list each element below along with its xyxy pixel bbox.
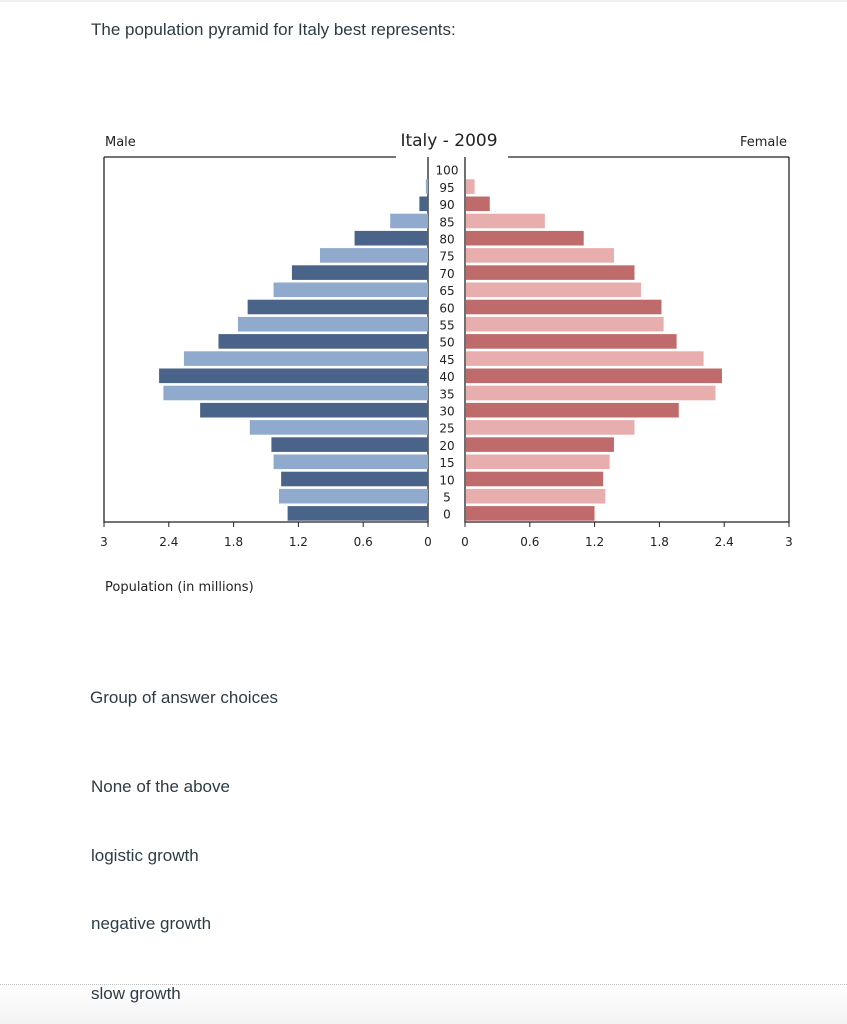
male-bar-age-95 xyxy=(425,179,428,194)
male-bar-age-55 xyxy=(237,316,428,332)
female-bar-age-0 xyxy=(466,506,595,521)
answer-choice-none-of-the-above[interactable]: None of the above xyxy=(91,777,230,796)
female-bar-age-85 xyxy=(466,213,545,229)
top-divider xyxy=(0,0,847,2)
female-bar-age-90 xyxy=(466,196,490,212)
female-bar-age-35 xyxy=(466,385,716,401)
x-tick-label-3: 1.2 xyxy=(289,535,308,549)
x-tick-label-8: 1.2 xyxy=(585,535,604,549)
age-label-25: 25 xyxy=(439,422,454,436)
male-bar-age-65 xyxy=(273,282,428,298)
x-tick-label-7: 0.6 xyxy=(520,535,539,549)
x-tick-label-11: 3 xyxy=(785,535,793,549)
age-label-5: 5 xyxy=(443,491,451,505)
age-label-90: 90 xyxy=(439,198,454,212)
female-bar-age-50 xyxy=(466,334,677,349)
answer-choice-logistic-growth[interactable]: logistic growth xyxy=(91,846,199,865)
age-label-100: 100 xyxy=(436,164,459,178)
x-tick-label-0: 3 xyxy=(100,535,108,549)
male-bar-age-35 xyxy=(163,385,428,401)
female-bar-age-30 xyxy=(466,402,679,418)
male-bar-age-45 xyxy=(183,351,428,366)
male-bar-age-30 xyxy=(200,402,428,418)
age-label-10: 10 xyxy=(439,473,454,487)
age-label-85: 85 xyxy=(439,215,454,229)
x-axis-label: Population (in millions) xyxy=(105,580,254,595)
age-label-35: 35 xyxy=(439,387,454,401)
age-label-20: 20 xyxy=(439,439,454,453)
female-bar-age-20 xyxy=(466,437,614,452)
female-bar-age-80 xyxy=(466,230,584,246)
chart-title: Italy - 2009 xyxy=(400,131,497,151)
female-bar-age-40 xyxy=(466,368,722,384)
age-label-15: 15 xyxy=(439,456,454,470)
male-bar-age-90 xyxy=(419,196,428,212)
male-bar-age-0 xyxy=(287,506,428,521)
male-bar-age-40 xyxy=(159,368,428,384)
bottom-divider xyxy=(0,984,847,985)
male-bar-age-60 xyxy=(247,299,428,315)
x-tick-label-4: 0.6 xyxy=(354,535,373,549)
x-tick-label-2: 1.8 xyxy=(224,535,243,549)
female-bar-age-10 xyxy=(466,471,604,487)
female-bar-age-15 xyxy=(466,454,610,470)
female-label: Female xyxy=(740,135,787,150)
male-bar-age-75 xyxy=(320,248,428,263)
male-bar-age-20 xyxy=(271,437,428,452)
age-label-0: 0 xyxy=(443,508,451,522)
age-label-40: 40 xyxy=(439,370,454,384)
x-tick-label-5: 0 xyxy=(424,535,432,549)
age-label-30: 30 xyxy=(439,405,454,419)
female-axis-frame xyxy=(464,157,790,523)
age-label-75: 75 xyxy=(439,250,454,264)
x-tick-label-9: 1.8 xyxy=(650,535,669,549)
male-label: Male xyxy=(105,135,136,150)
female-bar-age-95 xyxy=(466,179,475,194)
male-bar-age-15 xyxy=(273,454,428,470)
male-bar-age-25 xyxy=(249,420,428,435)
female-bar-age-45 xyxy=(466,351,704,366)
age-label-60: 60 xyxy=(439,301,454,315)
male-bar-age-50 xyxy=(218,334,428,349)
female-bar-age-5 xyxy=(466,488,606,504)
age-label-55: 55 xyxy=(439,319,454,333)
male-bar-age-85 xyxy=(390,213,428,229)
x-tick-label-1: 2.4 xyxy=(159,535,178,549)
answer-choice-slow-growth[interactable]: slow growth xyxy=(91,984,181,1003)
answer-choice-negative-growth[interactable]: negative growth xyxy=(91,914,212,933)
male-bar-age-80 xyxy=(354,230,428,246)
choices-heading: Group of answer choices xyxy=(90,688,279,707)
female-bar-age-55 xyxy=(466,316,664,332)
x-tick-label-6: 0 xyxy=(461,535,469,549)
male-bar-age-70 xyxy=(291,265,428,280)
male-bar-age-5 xyxy=(278,488,428,504)
age-label-65: 65 xyxy=(439,284,454,298)
female-bar-age-70 xyxy=(466,265,635,280)
age-label-45: 45 xyxy=(439,353,454,367)
female-bar-age-75 xyxy=(466,248,614,263)
female-bar-age-65 xyxy=(466,282,641,298)
age-label-95: 95 xyxy=(439,181,454,195)
female-bar-age-25 xyxy=(466,420,635,435)
male-bar-age-10 xyxy=(281,471,428,487)
age-label-80: 80 xyxy=(439,233,454,247)
age-label-70: 70 xyxy=(439,267,454,281)
age-label-50: 50 xyxy=(439,336,454,350)
female-bar-age-60 xyxy=(466,299,662,315)
question-text: The population pyramid for Italy best re… xyxy=(91,20,456,39)
x-tick-label-10: 2.4 xyxy=(715,535,734,549)
